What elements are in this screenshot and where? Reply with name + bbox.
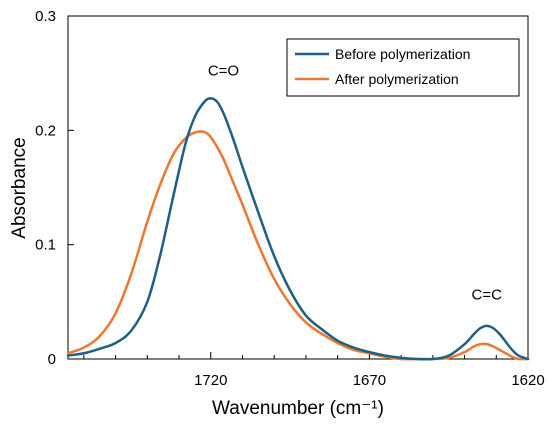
legend-label-after: After polymerization (335, 71, 459, 87)
series-layer (66, 97, 530, 361)
y-axis-title: Absorbance (9, 137, 30, 238)
x-tick-label: 1620 (511, 372, 544, 389)
y-axis-ticks: 0 0.1 0.2 0.3 (35, 8, 74, 368)
y-tick-label: 0.3 (35, 8, 56, 25)
legend-box (286, 38, 520, 97)
plot-area-frame (67, 15, 529, 360)
annotation-c-o: C=O (208, 62, 239, 79)
legend-label-before: Before polymerization (335, 46, 470, 62)
annotations: C=O C=C (208, 62, 502, 303)
y-tick-label: 0.2 (35, 122, 56, 139)
x-tick-label: 1720 (194, 372, 227, 389)
x-axis-title: Wavenumber (cm⁻¹) (212, 398, 384, 419)
x-axis-ticks: 1720 1670 1620 (83, 352, 545, 389)
y-tick-label: 0 (48, 351, 56, 368)
legend: Before polymerization After polymerizati… (286, 38, 520, 97)
annotation-c-c: C=C (472, 287, 503, 304)
series-after-polymerization (66, 130, 530, 361)
y-tick-label: 0.1 (35, 237, 56, 254)
x-tick-label: 1670 (353, 372, 386, 389)
series-before-polymerization (66, 97, 530, 361)
